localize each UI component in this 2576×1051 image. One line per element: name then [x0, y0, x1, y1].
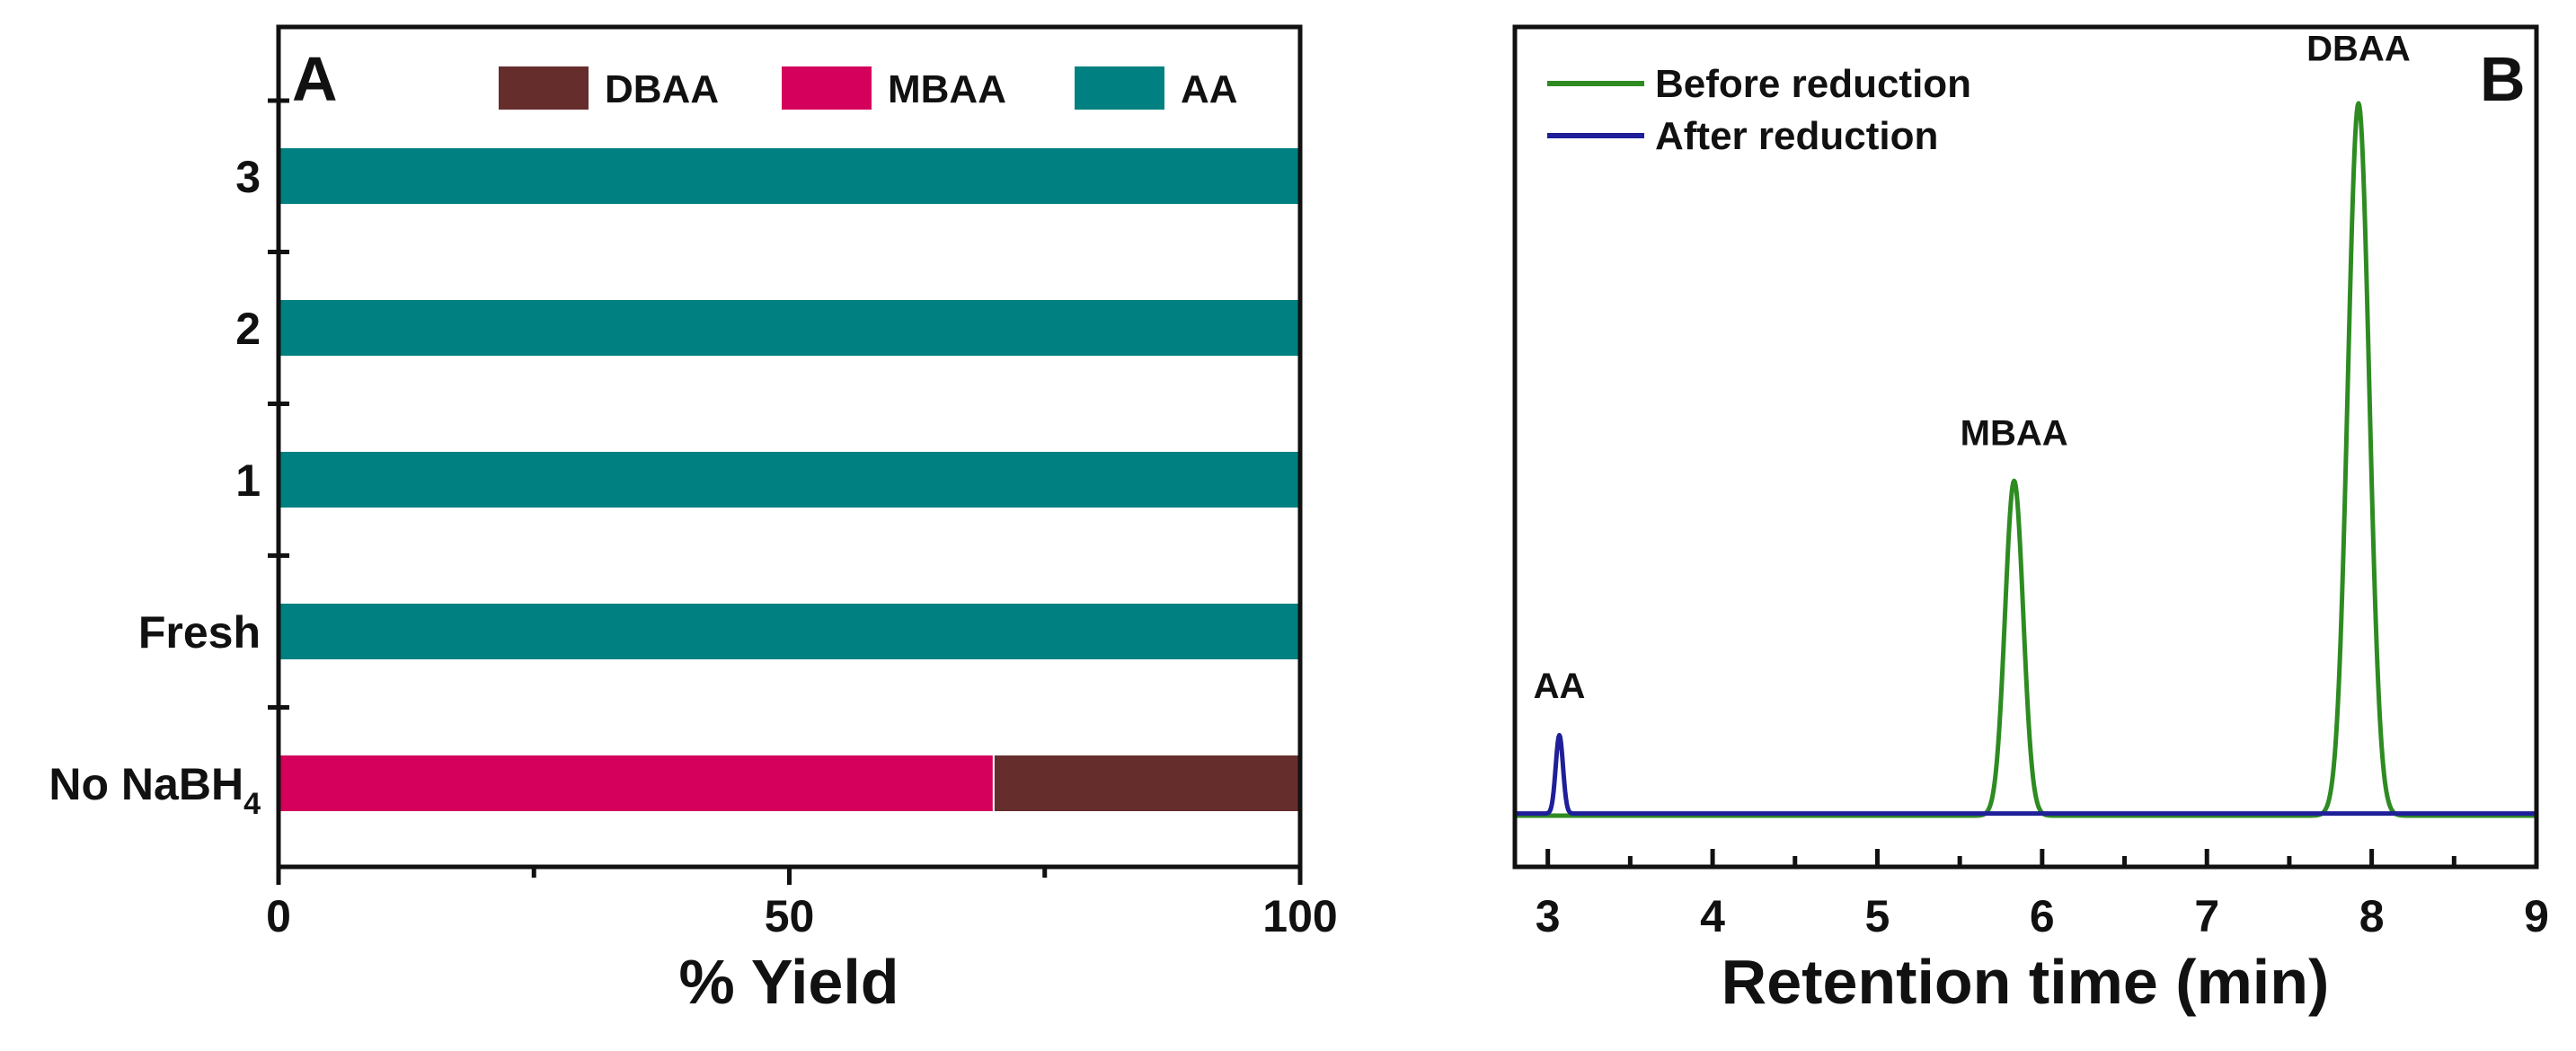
- legend-label-before-reduction: Before reduction: [1655, 62, 1971, 106]
- line-after-reduction: [1513, 732, 2538, 817]
- x-tick-label-100: 100: [1262, 891, 1337, 941]
- x-tick-label-5: 5: [1865, 891, 1890, 941]
- legend-label-mbaa: MBAA: [888, 67, 1006, 111]
- x-tick-label-50: 50: [765, 891, 815, 941]
- y-tick-label-fresh: Fresh: [138, 607, 261, 658]
- peak-label-dbaa: DBAA: [2306, 29, 2411, 68]
- panel-b: B 3 4 5 6 7 8 9 Before reduction After reductio…: [1512, 24, 2549, 1017]
- bar-dbaa-no-nabh4: [992, 754, 1302, 813]
- panel-a-frame: [276, 24, 1303, 870]
- peak-label-mbaa: MBAA: [1961, 414, 2068, 454]
- legend-label-dbaa: DBAA: [605, 67, 719, 111]
- panel-a: A No NaBH4 Fresh 1 2 3 0 50 100 DBAA MBAA AA % Y…: [49, 24, 1338, 1017]
- panel-a-letter: A: [292, 44, 338, 114]
- panel-b-letter: B: [2480, 44, 2526, 114]
- x-tick-label-4: 4: [1700, 891, 1725, 941]
- y-tick-label-2: 2: [235, 304, 261, 354]
- x-tick-label-9: 9: [2524, 891, 2549, 941]
- legend-swatch-dbaa: [499, 66, 589, 110]
- peak-label-aa: AA: [1534, 667, 1586, 706]
- line-before-reduction: [1513, 101, 2538, 818]
- y-tick-label-1: 1: [235, 455, 261, 506]
- bar-mbaa-no-nabh4: [278, 754, 995, 813]
- y-tick-label-3: 3: [235, 152, 261, 202]
- panel-b-frame: [1512, 24, 2539, 870]
- x-tick-label-8: 8: [2359, 891, 2385, 941]
- legend-swatch-aa: [1075, 66, 1164, 110]
- x-tick-label-6: 6: [2030, 891, 2055, 941]
- x-tick-label-7: 7: [2194, 891, 2219, 941]
- panel-b-x-axis-title: Retention time (min): [1722, 947, 2330, 1017]
- bar-aa-3: [278, 146, 1301, 206]
- legend-label-aa: AA: [1181, 67, 1238, 111]
- bar-aa-2: [278, 298, 1301, 358]
- bar-aa-1: [278, 450, 1301, 509]
- panel-a-x-axis-title: % Yield: [678, 947, 899, 1017]
- legend-label-after-reduction: After reduction: [1655, 114, 1938, 158]
- y-tick-label-no-nabh4: No NaBH4: [49, 759, 261, 821]
- x-tick-label-0: 0: [266, 891, 291, 941]
- legend-swatch-mbaa: [782, 66, 872, 110]
- x-tick-label-3: 3: [1536, 891, 1561, 941]
- y-tick-label-subscript: 4: [243, 787, 261, 821]
- bar-aa-fresh: [278, 602, 1301, 661]
